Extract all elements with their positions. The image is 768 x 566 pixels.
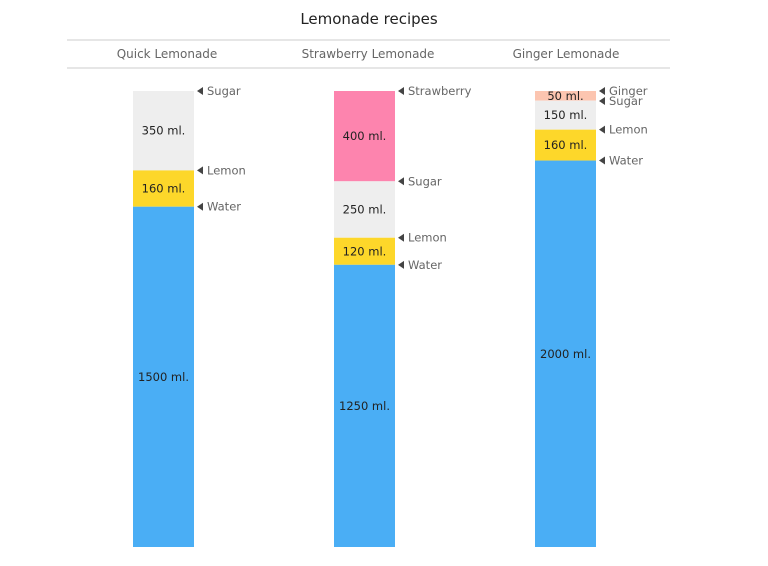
bar-segment-water[interactable] (334, 264, 395, 547)
data-label: 400 ml. (343, 129, 387, 143)
label-pointer-icon (398, 87, 404, 95)
label-pointer-icon (197, 166, 203, 175)
data-label: 1250 ml. (339, 399, 390, 413)
bar-segment-lemon[interactable] (535, 129, 596, 161)
label-pointer-icon (599, 87, 605, 95)
data-label: 160 ml. (544, 138, 588, 152)
ingredient-label: Lemon (408, 231, 447, 245)
data-label: 150 ml. (544, 108, 588, 122)
data-label: 120 ml. (343, 244, 387, 258)
ingredient-label: Water (609, 154, 643, 168)
ingredient-label: Strawberry (408, 84, 472, 98)
bar-segment-lemon[interactable] (334, 237, 395, 265)
label-pointer-icon (197, 202, 203, 211)
chart-title: Lemonade recipes (300, 10, 438, 28)
data-label: 1500 ml. (138, 370, 189, 384)
column-header-ginger: Ginger Lemonade (512, 47, 620, 61)
bar-segment-water[interactable] (133, 206, 194, 548)
label-pointer-icon (398, 260, 404, 269)
bar-segment-lemon[interactable] (133, 170, 194, 207)
header-bottom-divider (67, 67, 670, 69)
label-pointer-icon (398, 177, 404, 186)
data-label: 2000 ml. (540, 347, 591, 361)
bar-segment-sugar[interactable] (133, 91, 194, 171)
ingredient-label: Ginger (609, 84, 648, 98)
ingredient-label: Sugar (207, 84, 241, 98)
label-pointer-icon (599, 97, 605, 105)
header-top-divider (67, 39, 670, 41)
bar-segment-sugar[interactable] (535, 100, 596, 130)
data-label: 50 ml. (547, 89, 583, 103)
ingredient-label: Lemon (609, 123, 648, 137)
label-pointer-icon (197, 87, 203, 95)
label-pointer-icon (599, 156, 605, 165)
bar-segment-ginger[interactable] (535, 91, 596, 101)
column-header-quick: Quick Lemonade (116, 47, 218, 61)
label-pointer-icon (398, 233, 404, 242)
ingredient-label: Water (207, 200, 241, 214)
bar-segment-water[interactable] (535, 160, 596, 547)
bar-segment-sugar[interactable] (334, 181, 395, 238)
data-label: 160 ml. (142, 182, 186, 196)
data-label: 250 ml. (343, 203, 387, 217)
ingredient-label: Lemon (207, 163, 246, 177)
ingredient-label: Water (408, 258, 442, 272)
ingredient-label: Sugar (408, 174, 442, 188)
column-header-strawberry: Strawberry Lemonade (301, 47, 435, 61)
data-label: 350 ml. (142, 124, 186, 138)
ingredient-label: Sugar (609, 94, 643, 108)
bar-segment-strawberry[interactable] (334, 91, 395, 182)
label-pointer-icon (599, 125, 605, 134)
